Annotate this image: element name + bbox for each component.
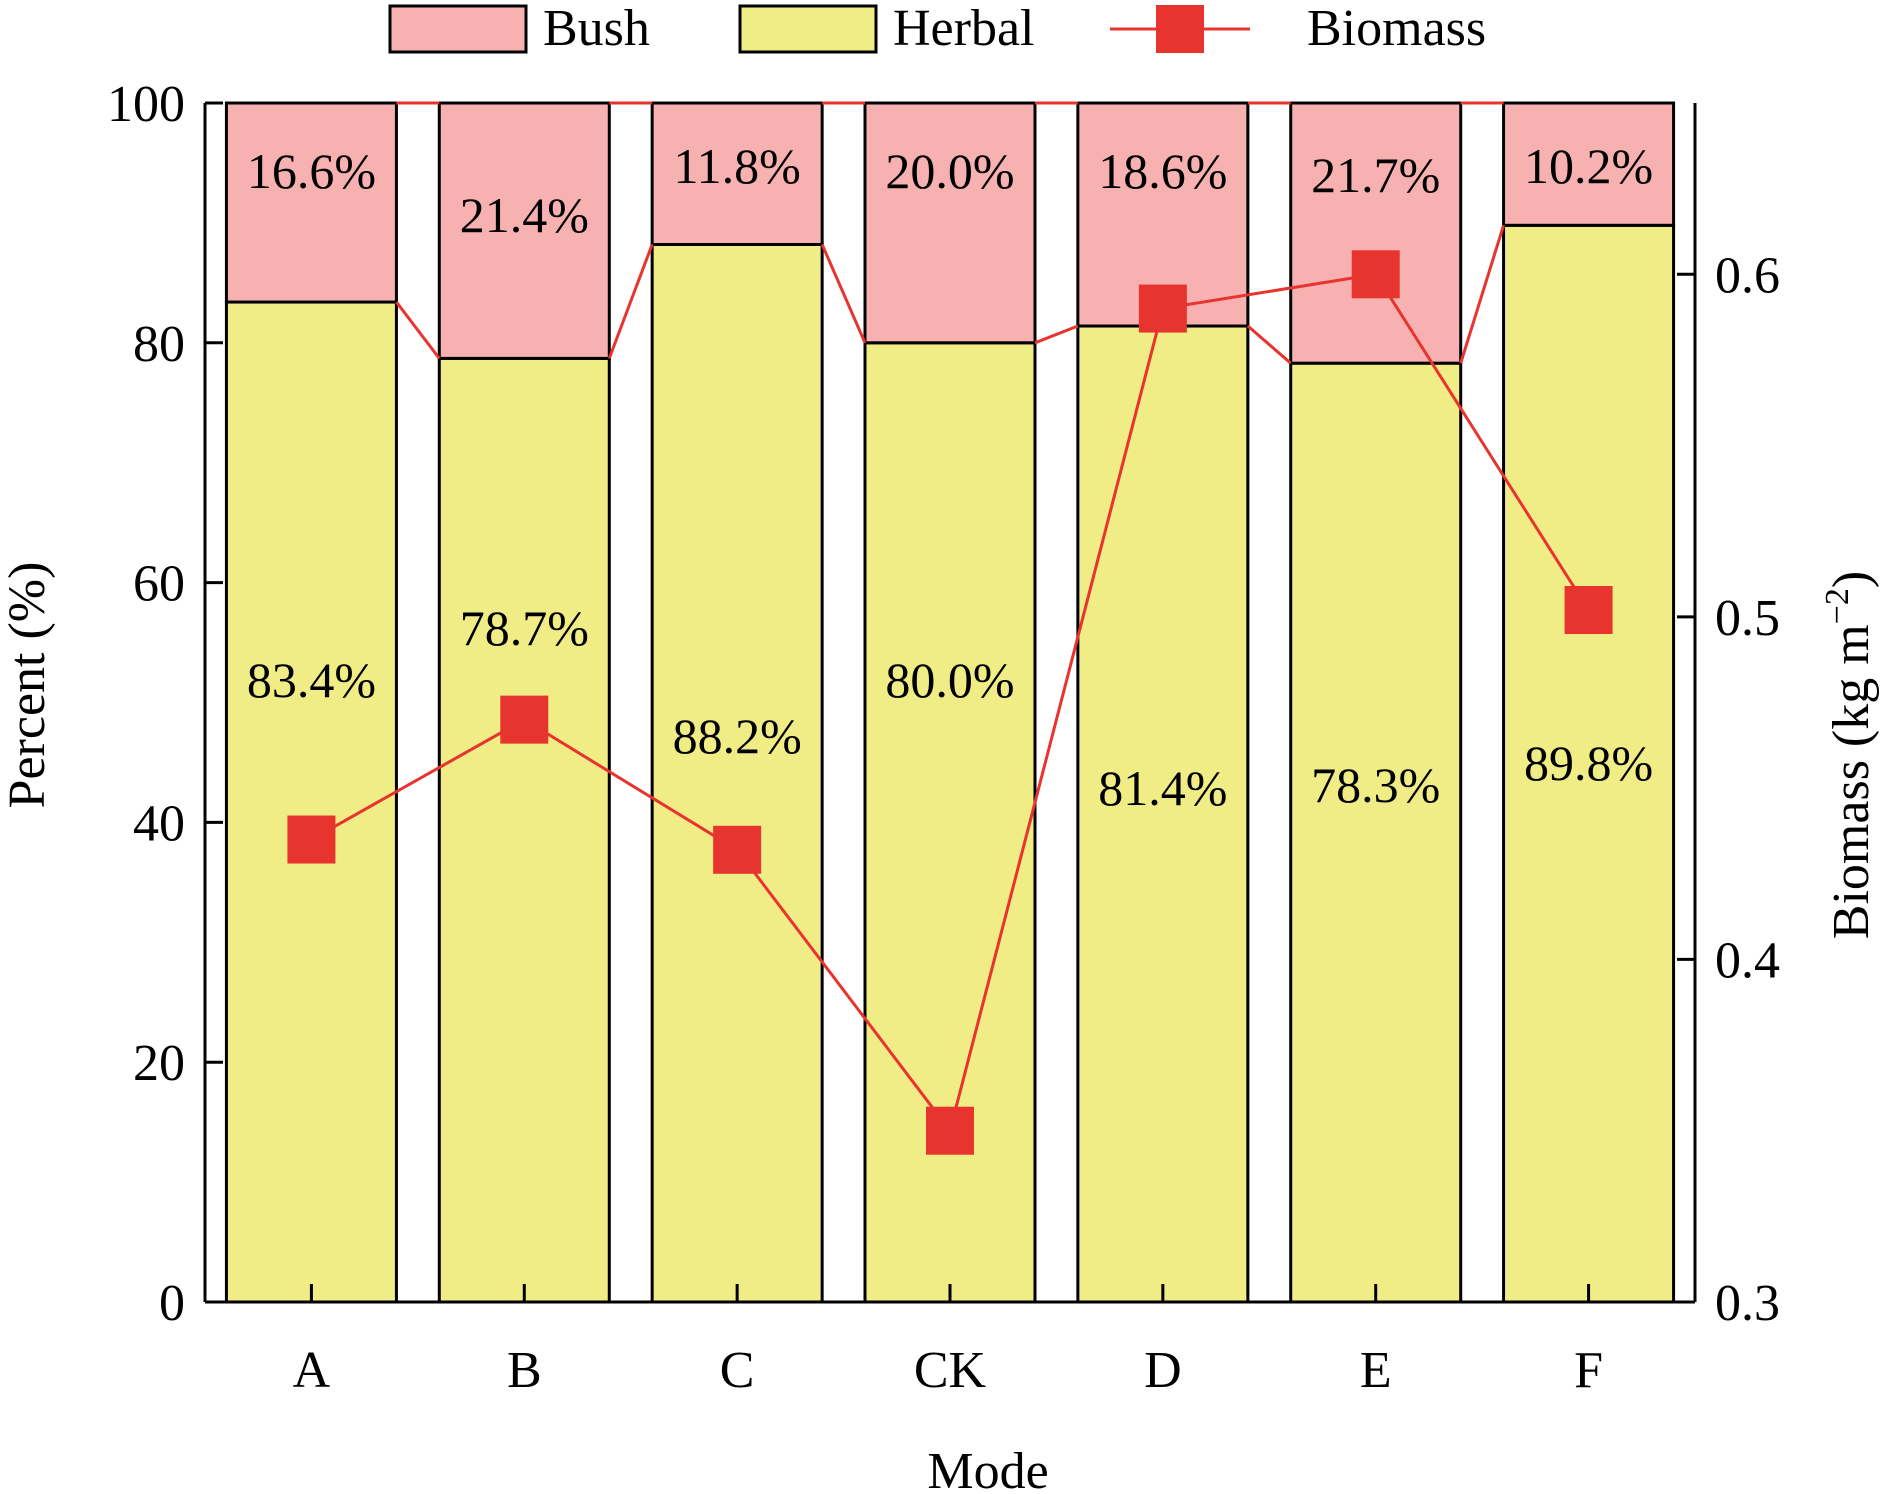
- x-axis-title: Mode: [927, 1443, 1048, 1494]
- x-tick-label-F: F: [1574, 1342, 1603, 1399]
- y2-tick-label-0.5: 0.5: [1715, 590, 1780, 647]
- bar-bush-E: [1289, 101, 1463, 365]
- y-tick-label-0: 0: [159, 1275, 185, 1332]
- label-herbal-A: 83.4%: [247, 652, 376, 708]
- x-tick-label-D: D: [1144, 1342, 1182, 1399]
- biomass-point-F: [1564, 586, 1613, 635]
- legend-label-biomass: Biomass: [1307, 0, 1486, 57]
- connector-herbal-4: [1246, 324, 1292, 365]
- legend-marker-biomass: [1156, 5, 1204, 53]
- label-herbal-C: 88.2%: [673, 708, 802, 764]
- y-axis-title: Percent (%): [0, 562, 56, 809]
- bar-herbal-C: [650, 242, 824, 1304]
- bar-herbal-D: [1076, 324, 1250, 1304]
- bar-data-labels: 16.6% 83.4% 21.4% 78.7% 11.8% 88.2% 20.0% 80.0%…: [247, 138, 1653, 816]
- connector-herbal-1: [607, 243, 654, 359]
- legend-label-herbal: Herbal: [893, 0, 1034, 57]
- legend-label-bush: Bush: [543, 0, 650, 57]
- biomass-line-series: [287, 250, 1613, 1155]
- y-tick-label-100: 100: [107, 76, 185, 133]
- x-tick-label-A: A: [293, 1342, 331, 1399]
- label-herbal-F: 89.8%: [1524, 735, 1653, 791]
- legend-swatch-herbal: [738, 4, 878, 54]
- label-bush-CK: 20.0%: [885, 143, 1014, 199]
- biomass-point-E: [1351, 250, 1400, 299]
- y-tick-label-20: 20: [133, 1035, 185, 1092]
- x-tick-label-C: C: [720, 1342, 755, 1399]
- bar-bush-A: [224, 101, 398, 304]
- label-bush-E: 21.7%: [1311, 147, 1440, 203]
- y2-tick-label-0.3: 0.3: [1715, 1275, 1780, 1332]
- y-tick-label-60: 60: [133, 556, 185, 613]
- axes: 0 20 40 60 80 100 0.3 0.4 0.5 0.6 A B C CK D E F: [107, 76, 1780, 1399]
- bar-herbal-F: [1502, 223, 1676, 1304]
- connector-herbal-5: [1459, 224, 1506, 364]
- biomass-point-B: [500, 695, 549, 744]
- connector-herbal-2: [820, 243, 867, 344]
- stack-connectors: [395, 101, 1506, 365]
- biomass-point-C: [713, 825, 762, 874]
- label-bush-B: 21.4%: [460, 187, 589, 243]
- y-tick-label-80: 80: [133, 316, 185, 373]
- biomass-point-D: [1138, 284, 1187, 333]
- legend-swatch-bush: [388, 4, 528, 54]
- label-bush-D: 18.6%: [1098, 143, 1227, 199]
- bar-bush-CK: [863, 101, 1037, 345]
- label-bush-C: 11.8%: [673, 138, 800, 194]
- label-herbal-E: 78.3%: [1311, 757, 1440, 813]
- x-tick-label-B: B: [507, 1342, 542, 1399]
- bar-herbal-E: [1289, 361, 1463, 1304]
- label-herbal-CK: 80.0%: [885, 652, 1014, 708]
- x-tick-label-E: E: [1360, 1342, 1392, 1399]
- y2-axis-title: Biomass (kg m−2): [1819, 571, 1880, 939]
- connector-herbal-3: [1034, 324, 1079, 345]
- label-bush-F: 10.2%: [1524, 138, 1653, 194]
- y2-tick-label-0.4: 0.4: [1715, 932, 1780, 989]
- biomass-point-A: [287, 815, 336, 864]
- y2-tick-label-0.6: 0.6: [1715, 247, 1780, 304]
- bar-bush-C: [650, 101, 824, 246]
- y2-axis-title-end: ): [1823, 571, 1880, 588]
- label-bush-A: 16.6%: [247, 143, 376, 199]
- y2-axis-title-superscript: −2: [1819, 588, 1856, 624]
- connector-herbal-0: [395, 301, 441, 360]
- bar-bush-B: [437, 101, 611, 360]
- legend: Bush Herbal Biomass: [388, 0, 1486, 57]
- biomass-point-CK: [926, 1106, 974, 1155]
- y-tick-label-40: 40: [133, 795, 185, 852]
- x-tick-label-CK: CK: [914, 1342, 987, 1399]
- bar-bush-F: [1502, 101, 1676, 227]
- bar-herbal-A: [224, 300, 398, 1304]
- label-herbal-D: 81.4%: [1098, 760, 1227, 816]
- bar-herbal-CK: [863, 341, 1037, 1304]
- label-herbal-B: 78.7%: [460, 600, 589, 656]
- bar-herbal-B: [437, 356, 611, 1304]
- y2-axis-title-main: Biomass (kg m: [1823, 624, 1880, 939]
